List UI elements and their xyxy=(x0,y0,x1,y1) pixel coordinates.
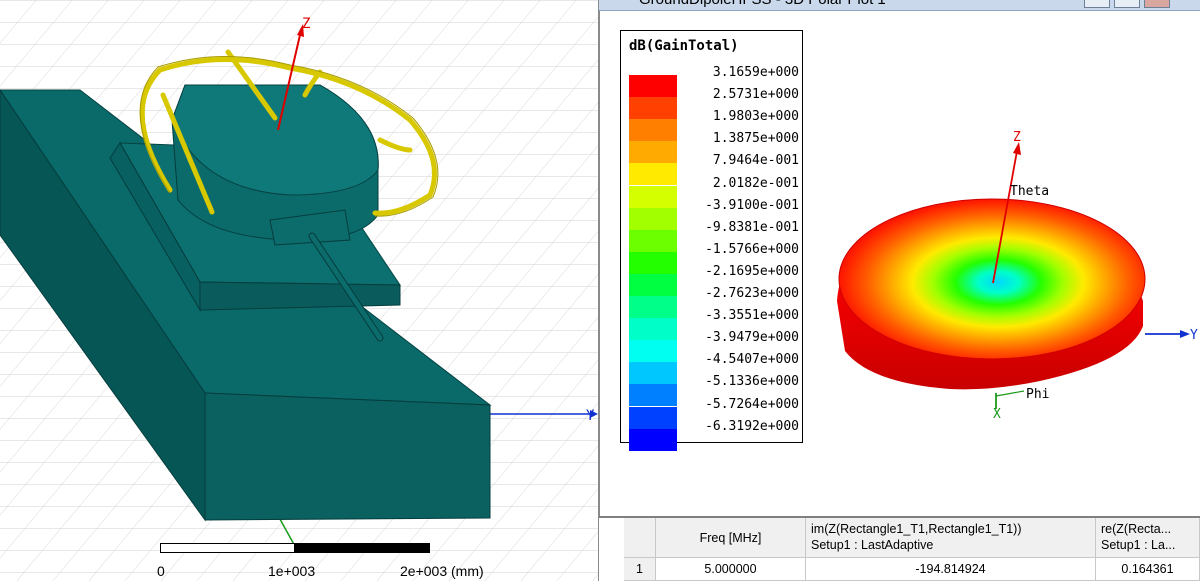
legend-swatch xyxy=(629,384,677,407)
gain-pattern-3d xyxy=(837,198,1146,390)
row-header-corner xyxy=(624,518,656,558)
phi-label: Phi xyxy=(1026,387,1049,402)
x-axis-label: X xyxy=(993,407,1001,422)
legend-label: -4.5407e+000 xyxy=(705,352,799,368)
legend-swatch xyxy=(629,185,677,208)
y-axis-label: Y xyxy=(1190,328,1198,343)
scale-tick-1: 1e+003 xyxy=(268,563,316,579)
phi-axis-line xyxy=(995,390,1025,397)
legend-swatch xyxy=(629,318,677,341)
legend-swatch xyxy=(629,428,677,451)
gain-legend[interactable]: dB(GainTotal) 3.1659e+000 2.5731e+000 1.98… xyxy=(620,30,803,451)
legend-label: 7.9464e-001 xyxy=(712,153,799,169)
plot-area[interactable]: dB(GainTotal) 3.1659e+000 2.5731e+000 1.98… xyxy=(599,11,1200,516)
z-axis-arrow xyxy=(297,24,304,37)
y-axis-arrow xyxy=(590,410,598,418)
legend-label: 3.1659e+000 xyxy=(712,65,799,80)
z-axis-label: Z xyxy=(302,16,310,32)
cell-re-z[interactable]: 0.164361 xyxy=(1096,558,1200,581)
legend-swatch xyxy=(629,251,677,274)
col-header-im-line1: im(Z(Rectangle1_T1,Rectangle1_T1)) xyxy=(811,522,1022,536)
pane-divider[interactable] xyxy=(598,0,599,581)
col-header-freq[interactable]: Freq [MHz] xyxy=(656,518,806,558)
col-header-re-z[interactable]: re(Z(Recta... Setup1 : La... xyxy=(1096,518,1200,558)
legend-label: -2.1695e+000 xyxy=(705,263,799,279)
legend-swatch xyxy=(629,163,677,186)
legend-label: 2.5731e+000 xyxy=(712,87,799,103)
z-axis-arrow xyxy=(1013,142,1021,155)
legend-swatch xyxy=(629,141,677,164)
legend-swatch xyxy=(629,75,677,97)
legend-title: dB(GainTotal) xyxy=(629,38,739,54)
turret xyxy=(171,84,384,342)
polar-plot-canvas: Z Theta Y Phi X xyxy=(837,130,1198,422)
legend-label: 1.9803e+000 xyxy=(712,109,799,125)
cell-freq[interactable]: 5.000000 xyxy=(656,558,806,581)
row-index[interactable]: 1 xyxy=(624,558,656,581)
theta-label: Theta xyxy=(1010,184,1049,199)
z-axis-label: Z xyxy=(1013,130,1021,145)
legend-label: -6.3192e+000 xyxy=(705,418,799,434)
legend-label: -1.5766e+000 xyxy=(705,241,799,257)
legend-label: 1.3875e+000 xyxy=(712,131,799,147)
polar-plot-window[interactable]: GroundDipoleHFSS - 3D Polar Plot 1 dB(Ga… xyxy=(599,0,1200,581)
legend-label: -2.7623e+000 xyxy=(705,286,799,301)
legend-swatch xyxy=(629,296,677,318)
legend-swatch xyxy=(629,97,677,120)
legend-swatch xyxy=(629,362,677,385)
legend-label: -9.8381e-001 xyxy=(705,219,799,235)
legend-label: -3.3551e+000 xyxy=(705,308,799,324)
z-axis-line xyxy=(992,150,1018,284)
legend-swatch xyxy=(629,119,677,142)
col-header-im-z[interactable]: im(Z(Rectangle1_T1,Rectangle1_T1)) Setup… xyxy=(806,518,1096,558)
col-header-im-line2: Setup1 : LastAdaptive xyxy=(811,538,934,552)
col-header-re-line1: re(Z(Recta... xyxy=(1101,522,1172,536)
maximize-button[interactable] xyxy=(1114,0,1140,8)
legend-label: -5.1336e+000 xyxy=(705,374,799,390)
legend-swatch xyxy=(629,207,677,230)
legend-swatch xyxy=(629,340,677,363)
legend-label: -5.7264e+000 xyxy=(705,396,799,412)
cell-im-z[interactable]: -194.814924 xyxy=(806,558,1096,581)
scale-tick-2: 2e+003 (mm) xyxy=(400,563,484,579)
model-canvas[interactable]: Z Y xyxy=(0,0,598,581)
legend-label: -3.9100e-001 xyxy=(705,197,799,213)
y-axis-label: Y xyxy=(586,408,595,424)
legend-swatch xyxy=(629,273,677,296)
z-axis-line xyxy=(277,34,301,131)
window-title: GroundDipoleHFSS - 3D Polar Plot 1 xyxy=(639,0,886,8)
y-axis-arrow xyxy=(1180,330,1190,338)
legend-label: 2.0182e-001 xyxy=(712,175,799,191)
model-3d-view[interactable]: Z Y 0 1e+003 2e+003 (mm) xyxy=(0,0,598,581)
scale-tick-0: 0 xyxy=(157,563,165,579)
col-header-re-line2: Setup1 : La... xyxy=(1101,538,1176,552)
window-titlebar[interactable]: GroundDipoleHFSS - 3D Polar Plot 1 xyxy=(599,0,1200,11)
legend-swatch xyxy=(629,406,677,429)
close-button[interactable] xyxy=(1144,0,1170,8)
dipole-antenna xyxy=(139,49,437,216)
legend-label: -3.9479e+000 xyxy=(705,330,799,346)
minimize-button[interactable] xyxy=(1084,0,1110,8)
results-table[interactable]: Freq [MHz] im(Z(Rectangle1_T1,Rectangle1… xyxy=(599,516,1200,581)
legend-swatch xyxy=(629,229,677,252)
